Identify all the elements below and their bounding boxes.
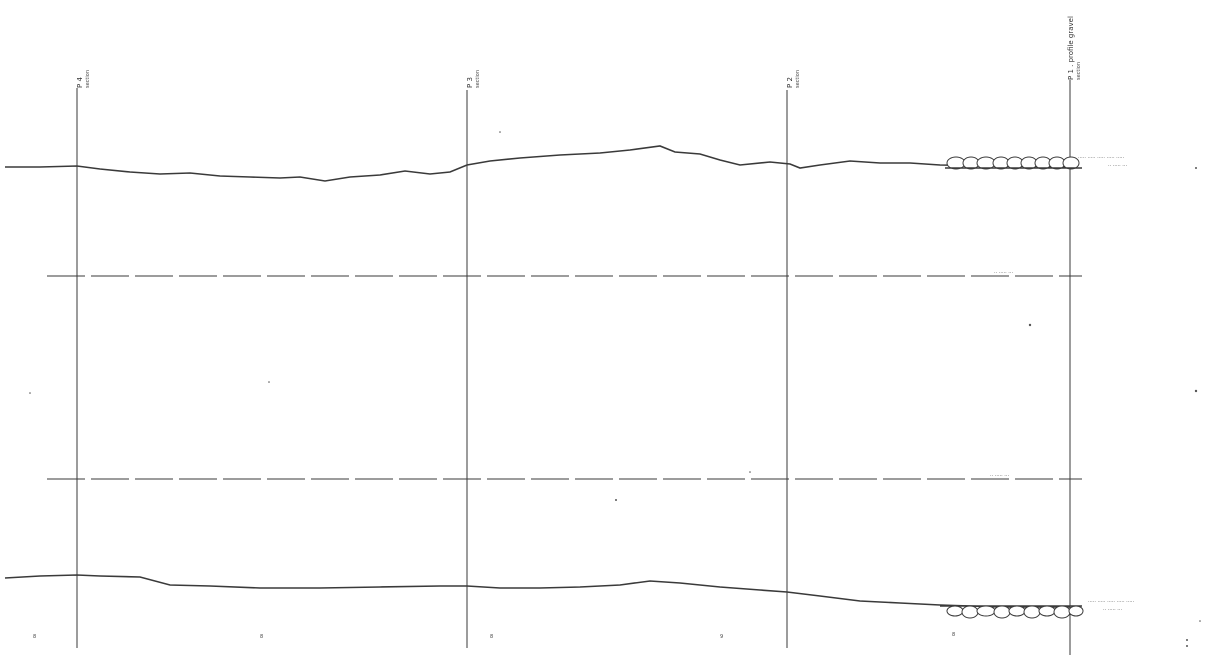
mid-label-1: ·· ····· ··· <box>994 270 1013 276</box>
bottom-mark: 8 <box>490 634 493 640</box>
lower-profile-line <box>4 574 1070 608</box>
station-lines <box>76 80 1071 655</box>
station-sublabel-p4: section <box>85 70 91 88</box>
mid-label-2: ·· ····· ··· <box>990 473 1009 479</box>
station-label-p2: P 2 <box>786 77 794 88</box>
specks <box>29 131 1201 647</box>
bottom-mark: 8 <box>260 634 263 640</box>
lower-gravel-pebbles <box>940 605 1084 619</box>
lower-note: ····· ····· ····· ····· ····· <box>1088 599 1135 605</box>
upper-profile-line <box>5 145 1071 182</box>
station-sublabel-p2: section <box>795 70 801 88</box>
station-label-p1: P 1 . profile gravel <box>1067 16 1075 80</box>
upper-note: ····· ····· ····· ····· ····· <box>1078 155 1125 161</box>
bottom-mark: 8 <box>33 634 36 640</box>
bottom-mark: 8 <box>952 632 955 638</box>
annotations: ····· ····· ····· ····· ····· ·· ····· ·… <box>990 155 1135 613</box>
station-labels: P 4 section P 3 section P 2 section P 1 … <box>76 16 1082 88</box>
station-sublabel-p3: section <box>475 70 481 88</box>
station-label-p3: P 3 <box>466 77 474 88</box>
bottom-mark: 9 <box>720 634 723 640</box>
bottom-marks: 8 8 8 9 8 <box>33 632 955 640</box>
lower-note-2: ·· ····· ··· <box>1103 607 1122 613</box>
upper-note-2: ·· ····· ··· <box>1108 163 1127 169</box>
station-label-p4: P 4 <box>76 77 84 88</box>
upper-gravel-pebbles <box>945 156 1082 170</box>
station-sublabel-p1: section <box>1076 62 1082 80</box>
